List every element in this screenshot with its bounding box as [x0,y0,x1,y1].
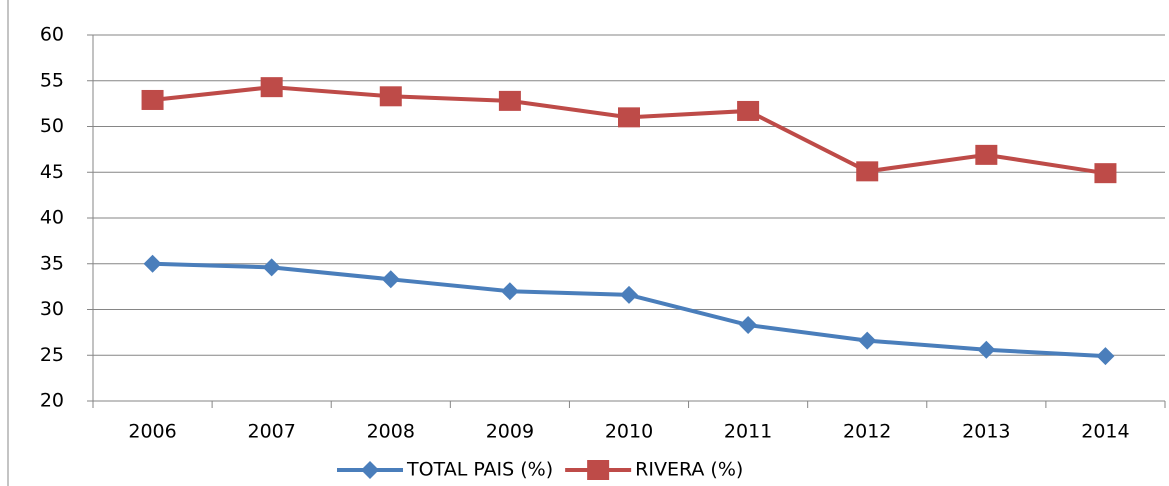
x-tick-label: 2006 [128,421,176,443]
y-tick-label: 20 [40,390,64,412]
marker [858,331,877,350]
x-tick-label: 2007 [247,421,295,443]
marker [262,258,281,277]
legend-label: RIVERA (%) [635,459,743,481]
y-tick-label: 45 [40,161,64,183]
marker [977,340,996,359]
y-tick-label: 40 [40,207,64,229]
marker [500,282,519,301]
marker [141,89,164,110]
marker [856,161,879,182]
x-tick-label: 2011 [724,421,772,443]
marker [1096,347,1115,366]
marker [379,86,402,107]
y-tick-label: 60 [40,24,64,46]
marker [587,460,610,480]
x-tick-label: 2013 [962,421,1010,443]
y-tick-label: 55 [40,69,64,91]
legend-label: TOTAL PAIS (%) [406,459,553,481]
series-line [152,85,1106,176]
marker [1094,163,1117,184]
y-tick-label: 30 [40,298,64,320]
x-tick-label: 2010 [605,421,653,443]
y-tick-label: 35 [40,252,64,274]
x-tick-label: 2014 [1081,421,1129,443]
marker [381,270,400,289]
x-tick-label: 2012 [843,421,891,443]
marker [620,285,638,304]
y-tick-label: 50 [40,115,64,137]
marker [143,254,162,273]
x-tick-label: 2008 [367,421,415,443]
marker [739,316,758,335]
marker [361,461,379,479]
y-tick-label: 25 [40,344,64,366]
marker [618,107,640,128]
marker [498,90,521,111]
marker [737,100,760,121]
marker [260,77,283,98]
x-tick-label: 2009 [486,421,534,443]
marker [975,144,998,165]
